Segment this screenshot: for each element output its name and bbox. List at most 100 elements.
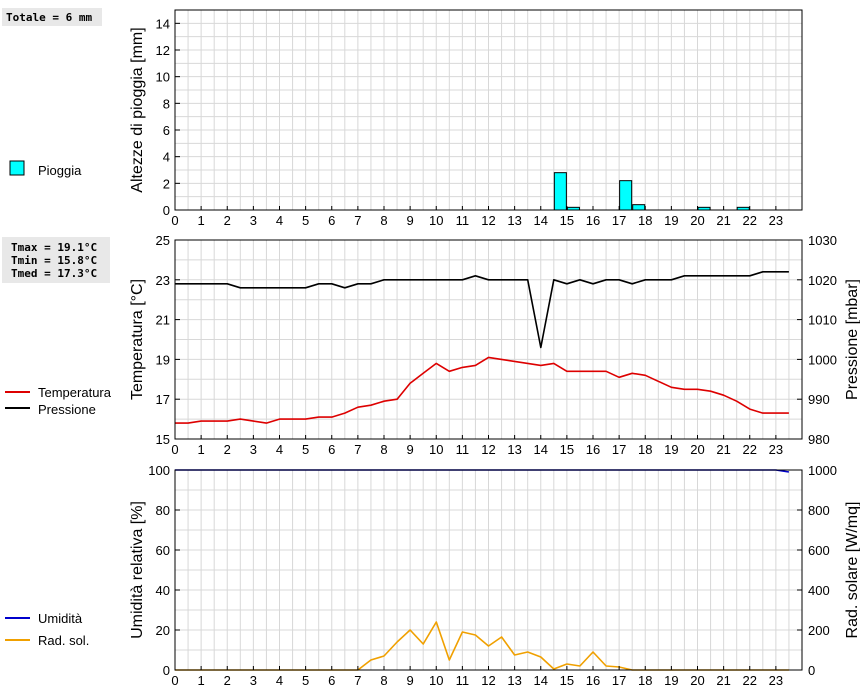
x-tick-label: 0: [171, 673, 178, 688]
x-tick-label: 23: [769, 213, 783, 228]
temp-stats-box: [2, 237, 110, 283]
x-tick-label: 5: [302, 673, 309, 688]
tmin-text: Tmin = 15.8°C: [11, 254, 97, 267]
legend-humidity-label: Umidità: [38, 611, 83, 626]
y2-tick-label: 1000: [808, 463, 837, 478]
rain-bar: [632, 204, 646, 211]
x-tick-label: 22: [743, 673, 757, 688]
x-tick-label: 4: [276, 213, 283, 228]
y-tick-label: 0: [163, 663, 170, 678]
x-tick-label: 3: [250, 213, 257, 228]
y2-tick-label: 990: [808, 392, 830, 407]
legend-pressure-label: Pressione: [38, 402, 96, 417]
x-tick-label: 21: [716, 442, 730, 457]
y2-tick-label: 0: [808, 663, 815, 678]
y2-tick-label: 800: [808, 503, 830, 518]
x-tick-label: 6: [328, 442, 335, 457]
y-axis-label: Altezze di pioggia [mm]: [129, 27, 146, 192]
tmax-text: Tmax = 19.1°C: [11, 241, 97, 254]
x-tick-label: 18: [638, 213, 652, 228]
y-tick-label: 19: [156, 352, 170, 367]
x-tick-label: 0: [171, 213, 178, 228]
y-tick-label: 100: [148, 463, 170, 478]
x-tick-label: 22: [743, 213, 757, 228]
x-tick-label: 2: [224, 673, 231, 688]
tmed-text: Tmed = 17.3°C: [11, 267, 97, 280]
x-tick-label: 4: [276, 442, 283, 457]
x-tick-label: 0: [171, 442, 178, 457]
y-tick-label: 80: [156, 503, 170, 518]
y-tick-label: 40: [156, 583, 170, 598]
x-tick-label: 12: [481, 442, 495, 457]
x-tick-label: 11: [456, 673, 470, 688]
x-tick-label: 20: [690, 673, 704, 688]
radiation-line: [175, 621, 789, 671]
x-tick-label: 4: [276, 673, 283, 688]
x-tick-label: 9: [407, 213, 414, 228]
x-tick-label: 11: [456, 442, 470, 457]
x-tick-label: 7: [354, 442, 361, 457]
x-tick-label: 5: [302, 442, 309, 457]
x-tick-label: 8: [380, 442, 387, 457]
x-tick-label: 21: [716, 213, 730, 228]
x-tick-label: 7: [354, 213, 361, 228]
y-axis-label: Temperatura [°C]: [129, 279, 146, 400]
x-tick-label: 19: [664, 213, 678, 228]
y-tick-label: 23: [156, 273, 170, 288]
x-tick-label: 20: [690, 442, 704, 457]
x-tick-label: 14: [534, 213, 548, 228]
y-tick-label: 6: [163, 123, 170, 138]
temperature-line: [175, 356, 789, 424]
x-tick-label: 19: [664, 442, 678, 457]
x-tick-label: 1: [198, 442, 205, 457]
legend-rain-label: Pioggia: [38, 163, 82, 178]
y2-tick-label: 400: [808, 583, 830, 598]
y2-tick-label: 200: [808, 623, 830, 638]
x-tick-label: 13: [507, 442, 521, 457]
x-tick-label: 23: [769, 673, 783, 688]
y2-tick-label: 600: [808, 543, 830, 558]
y2-tick-label: 1030: [808, 233, 837, 248]
x-tick-label: 16: [586, 442, 600, 457]
x-tick-label: 10: [429, 673, 443, 688]
x-tick-label: 17: [612, 442, 626, 457]
y2-tick-label: 1020: [808, 273, 837, 288]
x-tick-label: 6: [328, 673, 335, 688]
legend-rain-swatch: [9, 160, 25, 176]
x-tick-label: 8: [380, 213, 387, 228]
x-tick-label: 18: [638, 673, 652, 688]
y-tick-label: 25: [156, 233, 170, 248]
legend-temperature-label: Temperatura: [38, 385, 112, 400]
x-tick-label: 14: [534, 442, 548, 457]
x-tick-label: 5: [302, 213, 309, 228]
x-tick-label: 1: [198, 673, 205, 688]
y-tick-label: 8: [163, 96, 170, 111]
y-axis-label: Umidità relativa [%]: [129, 501, 146, 639]
y2-axis-label: Rad. solare [W/mq]: [844, 502, 860, 639]
x-tick-label: 15: [560, 213, 574, 228]
y-tick-label: 4: [163, 150, 170, 165]
x-tick-label: 15: [560, 673, 574, 688]
x-tick-label: 3: [250, 673, 257, 688]
y-tick-label: 17: [156, 392, 170, 407]
x-tick-label: 23: [769, 442, 783, 457]
pressure-line: [175, 270, 789, 349]
x-tick-label: 13: [507, 673, 521, 688]
x-tick-label: 10: [429, 213, 443, 228]
x-tick-label: 16: [586, 213, 600, 228]
rain-total-box: [2, 8, 102, 26]
x-tick-label: 9: [407, 442, 414, 457]
x-tick-label: 18: [638, 442, 652, 457]
y-tick-label: 10: [156, 70, 170, 85]
legend-radiation-label: Rad. sol.: [38, 633, 89, 648]
x-tick-label: 16: [586, 673, 600, 688]
y-tick-label: 0: [163, 203, 170, 218]
y2-tick-label: 1000: [808, 352, 837, 367]
y-tick-label: 20: [156, 623, 170, 638]
x-tick-label: 11: [456, 213, 470, 228]
y2-tick-label: 1010: [808, 313, 837, 328]
y-tick-label: 15: [156, 432, 170, 447]
x-tick-label: 21: [716, 673, 730, 688]
rain-bar: [553, 172, 567, 211]
y-tick-label: 21: [156, 313, 170, 328]
